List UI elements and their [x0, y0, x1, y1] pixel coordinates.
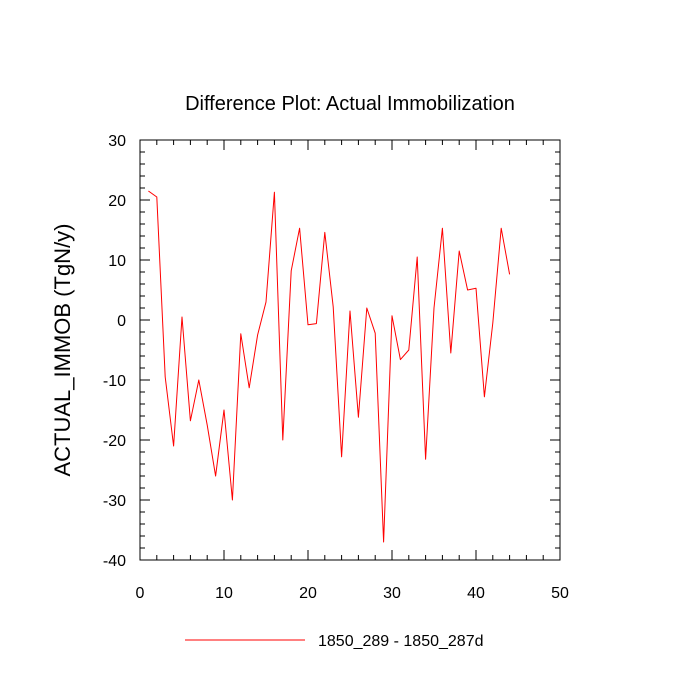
- y-tick-label: 0: [117, 313, 126, 330]
- x-tick-label: 10: [215, 585, 233, 602]
- y-tick-label: -20: [103, 433, 126, 450]
- legend-label: 1850_289 - 1850_287d: [318, 633, 484, 650]
- y-tick-label: -40: [103, 553, 126, 570]
- y-tick-label: 20: [108, 193, 126, 210]
- y-tick-label: -10: [103, 373, 126, 390]
- chart-title: Difference Plot: Actual Immobilization: [185, 93, 515, 115]
- y-tick-label: 30: [108, 133, 126, 150]
- tick-marks: [139, 139, 561, 561]
- x-tick-label: 20: [299, 585, 317, 602]
- y-tick-label: 10: [108, 253, 126, 270]
- series-line-0: [148, 190, 511, 543]
- x-tick-label: 40: [467, 585, 485, 602]
- x-tick-label: 50: [551, 585, 569, 602]
- y-tick-label: -30: [103, 493, 126, 510]
- x-tick-label: 0: [136, 585, 145, 602]
- x-tick-label: 30: [383, 585, 401, 602]
- plot-frame: [139, 139, 561, 561]
- legend: 1850_289 - 1850_287d: [185, 633, 484, 650]
- series-layer: [148, 190, 511, 543]
- tick-labels: 0 10 20 30 40 50 -40 -30 -20 -10 0 10 20 30: [103, 133, 569, 602]
- y-axis-label: ACTUAL_IMMOB (TgN/y): [50, 223, 75, 476]
